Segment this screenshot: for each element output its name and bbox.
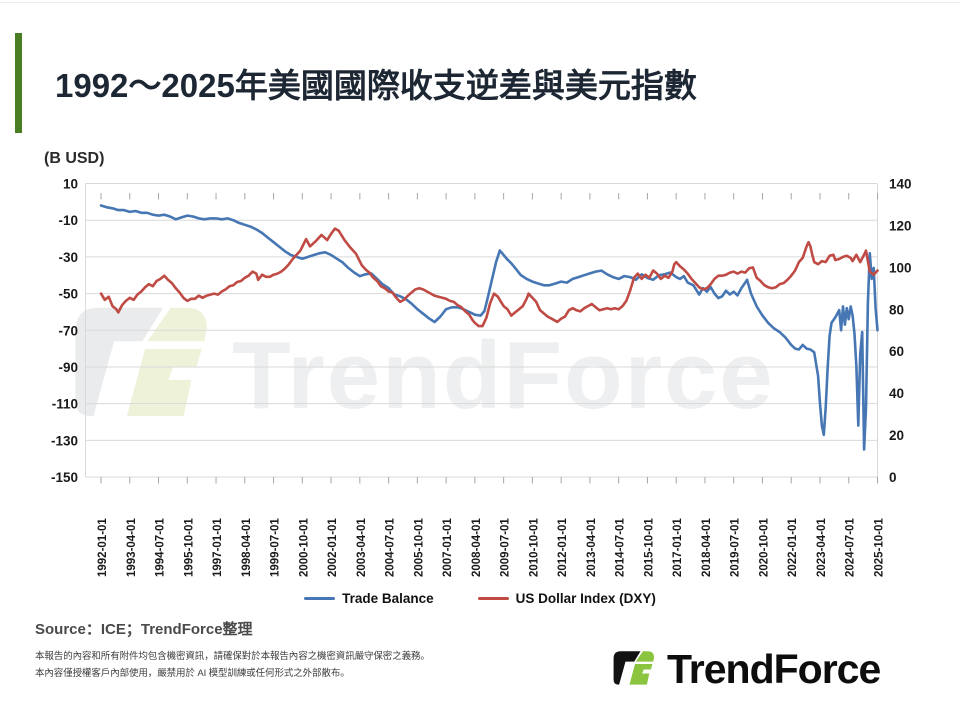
svg-text:-110: -110 — [52, 397, 78, 412]
svg-text:1994-07-01: 1994-07-01 — [155, 518, 167, 577]
legend-label-dxy: US Dollar Index (DXY) — [515, 591, 656, 606]
svg-text:-130: -130 — [51, 433, 78, 448]
svg-text:2002-01-01: 2002-01-01 — [327, 518, 339, 577]
svg-text:2014-07-01: 2014-07-01 — [615, 518, 627, 577]
svg-text:1998-04-01: 1998-04-01 — [241, 518, 253, 577]
trade-balance-line-swatch — [304, 596, 336, 601]
svg-text:2017-01-01: 2017-01-01 — [672, 518, 684, 577]
svg-text:2003-04-01: 2003-04-01 — [356, 518, 368, 577]
svg-text:-10: -10 — [58, 213, 78, 228]
svg-text:2000-10-01: 2000-10-01 — [298, 518, 310, 577]
title-block: 1992～2025年美國國際收支逆差與美元指數 — [15, 33, 697, 133]
svg-text:1995-10-01: 1995-10-01 — [183, 518, 195, 577]
svg-text:2009-07-01: 2009-07-01 — [500, 518, 512, 577]
svg-text:2004-07-01: 2004-07-01 — [385, 518, 397, 577]
svg-text:-50: -50 — [58, 287, 78, 302]
top-divider — [0, 2, 960, 3]
svg-text:-150: -150 — [51, 470, 78, 485]
chart-legend: Trade Balance US Dollar Index (DXY) — [0, 591, 960, 606]
svg-text:0: 0 — [889, 470, 897, 485]
svg-text:-90: -90 — [58, 360, 78, 375]
disclaimer-line-1: 本報告的內容和所有附件均包含機密資訊，請確保對於本報告內容之機密資訊嚴守保密之義… — [35, 651, 430, 662]
svg-text:2020-10-01: 2020-10-01 — [758, 518, 770, 577]
svg-text:2015-10-01: 2015-10-01 — [643, 518, 655, 577]
dxy-line-swatch — [477, 596, 509, 601]
legend-label-trade-balance: Trade Balance — [342, 591, 434, 606]
svg-text:140: 140 — [889, 177, 912, 192]
source-line: Source：ICE；TrendForce整理 — [35, 621, 253, 638]
svg-text:1993-04-01: 1993-04-01 — [126, 518, 138, 577]
svg-text:2013-04-01: 2013-04-01 — [586, 518, 598, 577]
svg-text:2025-10-01: 2025-10-01 — [874, 518, 886, 577]
svg-text:2010-10-01: 2010-10-01 — [528, 518, 540, 577]
svg-text:1992-01-01: 1992-01-01 — [97, 518, 109, 577]
svg-text:120: 120 — [889, 218, 912, 233]
svg-text:2022-01-01: 2022-01-01 — [787, 518, 799, 577]
svg-text:80: 80 — [889, 302, 904, 317]
trendforce-logo-text: TrendForce — [667, 646, 881, 692]
svg-text:2024-07-01: 2024-07-01 — [845, 518, 857, 577]
svg-text:2018-04-01: 2018-04-01 — [701, 518, 713, 577]
svg-text:10: 10 — [63, 177, 78, 192]
svg-text:2019-07-01: 2019-07-01 — [730, 518, 742, 577]
title-accent-bar — [15, 33, 22, 133]
svg-text:100: 100 — [889, 260, 912, 275]
trendforce-logo-icon — [613, 651, 655, 685]
svg-text:2005-10-01: 2005-10-01 — [413, 518, 425, 577]
legend-item-dxy: US Dollar Index (DXY) — [477, 591, 656, 606]
legend-item-trade-balance: Trade Balance — [304, 591, 434, 606]
disclaimer-line-2: 本內容僅授權客戶內部使用，嚴禁用於 AI 模型訓練或任何形式之外部散布。 — [35, 668, 350, 679]
svg-text:-70: -70 — [58, 323, 78, 338]
svg-text:40: 40 — [889, 386, 904, 401]
svg-text:-30: -30 — [58, 250, 78, 265]
svg-text:2008-04-01: 2008-04-01 — [471, 518, 483, 577]
svg-text:2012-01-01: 2012-01-01 — [557, 518, 569, 577]
page-title: 1992～2025年美國國際收支逆差與美元指數 — [55, 67, 697, 104]
trendforce-logo: TrendForce — [612, 646, 881, 692]
svg-text:2007-01-01: 2007-01-01 — [442, 518, 454, 577]
svg-text:1999-07-01: 1999-07-01 — [270, 518, 282, 577]
svg-text:60: 60 — [889, 344, 904, 359]
svg-text:20: 20 — [889, 428, 904, 443]
svg-text:2023-04-01: 2023-04-01 — [816, 518, 828, 577]
svg-text:1997-01-01: 1997-01-01 — [212, 518, 224, 577]
left-axis-unit-label: (B USD) — [44, 150, 105, 167]
